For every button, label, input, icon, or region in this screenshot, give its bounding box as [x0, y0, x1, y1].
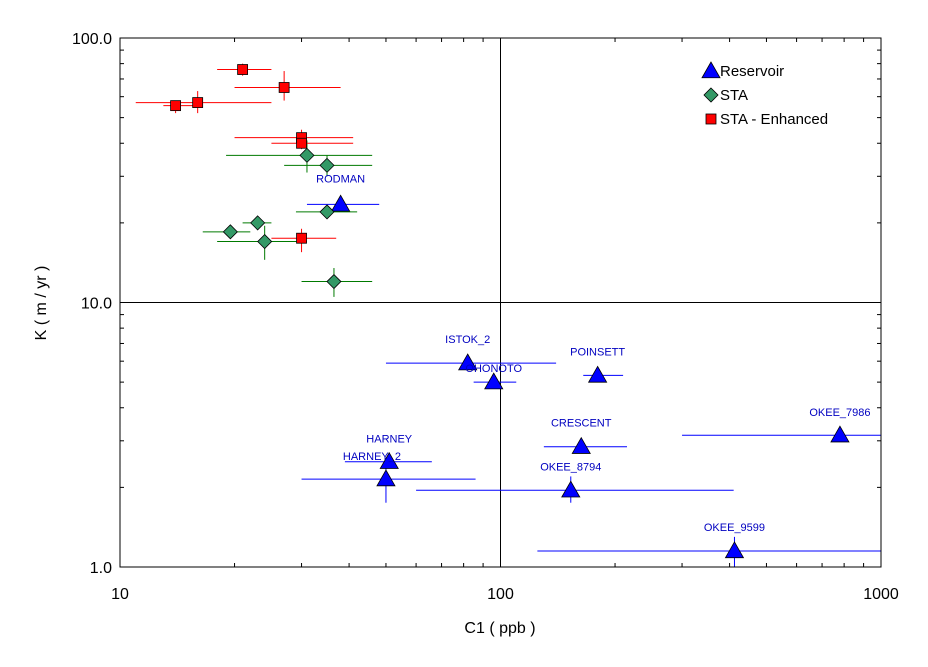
legend-square-icon: [705, 113, 717, 125]
point-label: POINSETT: [570, 346, 625, 358]
legend-diamond-icon: [703, 87, 719, 103]
triangle-marker: [330, 194, 351, 212]
diamond-marker: [222, 224, 238, 240]
x-tick-label: 10: [111, 586, 129, 603]
diamond-marker: [257, 233, 273, 250]
legend-entry: Reservoir: [720, 63, 784, 80]
point-label: OKEE_8794: [540, 461, 601, 473]
triangle-marker: [724, 541, 745, 559]
square-marker: [170, 100, 182, 112]
point-label: HARNEY_2: [343, 451, 401, 463]
triangle-marker: [830, 425, 850, 443]
diamond-marker: [250, 215, 266, 231]
point-label: HARNEY: [366, 434, 413, 446]
diamond-marker: [299, 147, 315, 163]
point-label: RODMAN: [316, 173, 365, 185]
square-marker: [278, 82, 290, 93]
y-tick-label: 10.0: [81, 296, 112, 313]
triangle-marker: [587, 365, 608, 383]
triangle-marker: [379, 451, 399, 469]
triangle-marker: [376, 469, 396, 487]
triangle-marker: [458, 353, 478, 371]
triangle-marker: [571, 436, 591, 454]
legend-triangle-icon: [701, 61, 721, 79]
legend: Reservoir STA STA - Enhanced: [701, 61, 828, 128]
point-label: OKEE_9599: [704, 522, 765, 534]
point-label: OKEE_7986: [809, 407, 870, 419]
legend-entry: STA - Enhanced: [720, 111, 828, 128]
point-labels: RODMAN ISTOK_2 OHONOTO POINSETT CRESCENT OKEE…: [316, 173, 870, 534]
square-marker: [237, 64, 249, 75]
error-bars: [135, 63, 881, 567]
legend-entry: STA: [720, 87, 748, 104]
triangle-marker: [484, 372, 504, 390]
y-axis-label: K ( m / yr ): [33, 266, 50, 341]
x-axis-label: C1 ( ppb ): [464, 620, 535, 637]
diamond-marker: [326, 273, 342, 290]
point-label: ISTOK_2: [445, 334, 490, 346]
triangle-marker: [561, 480, 581, 498]
square-marker: [192, 97, 204, 108]
diamond-marker: [319, 204, 335, 220]
x-tick-label: 100: [487, 586, 514, 603]
square-marker: [296, 137, 307, 149]
reference-lines: [120, 38, 881, 567]
point-label: CRESCENT: [551, 418, 612, 430]
square-marker: [296, 232, 307, 244]
y-tick-label: 1.0: [90, 560, 112, 577]
plot-frame: [119, 37, 882, 568]
tick-labels: 10 100 1000 1.0 10.0 100.0: [72, 31, 899, 603]
x-tick-label: 1000: [863, 586, 899, 603]
data-markers: [170, 64, 850, 559]
point-label: OHONOTO: [465, 363, 522, 375]
y-tick-label: 100.0: [72, 31, 112, 48]
diamond-marker: [319, 157, 335, 173]
